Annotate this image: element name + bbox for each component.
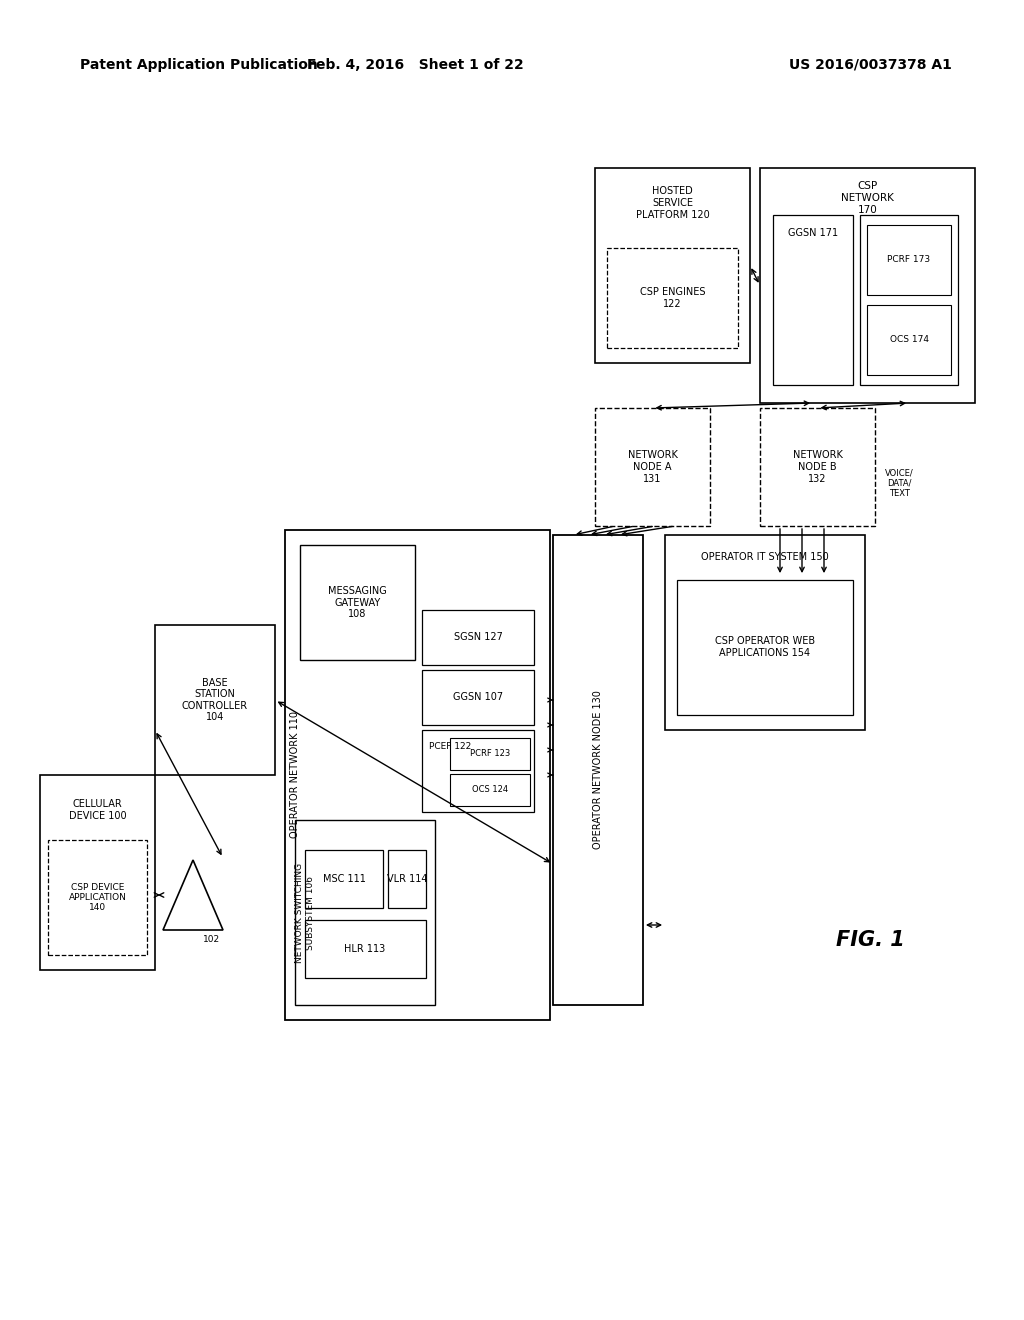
Text: CSP
NETWORK
170: CSP NETWORK 170 [841, 181, 894, 215]
Bar [677, 579, 853, 715]
Text: OPERATOR IT SYSTEM 150: OPERATOR IT SYSTEM 150 [701, 552, 828, 562]
Text: US 2016/0037378 A1: US 2016/0037378 A1 [788, 58, 951, 73]
Bar [422, 730, 534, 812]
Text: OCS 124: OCS 124 [472, 785, 508, 795]
Bar [553, 535, 643, 1005]
Text: CSP DEVICE
APPLICATION
140: CSP DEVICE APPLICATION 140 [69, 883, 126, 912]
Bar [867, 305, 951, 375]
Text: NETWORK
NODE A
131: NETWORK NODE A 131 [628, 450, 678, 483]
Bar [155, 624, 275, 775]
Text: MESSAGING
GATEWAY
108: MESSAGING GATEWAY 108 [328, 586, 387, 619]
Text: Patent Application Publication: Patent Application Publication [80, 58, 317, 73]
Text: SGSN 127: SGSN 127 [454, 632, 503, 643]
Bar [607, 248, 738, 348]
Text: OCS 174: OCS 174 [890, 335, 929, 345]
Text: PCEF 122: PCEF 122 [429, 742, 471, 751]
Bar [305, 850, 383, 908]
Text: GGSN 171: GGSN 171 [787, 228, 838, 238]
Text: VLR 114: VLR 114 [387, 874, 427, 884]
Text: CELLULAR
DEVICE 100: CELLULAR DEVICE 100 [69, 799, 126, 821]
Text: VOICE/
DATA/
TEXT: VOICE/ DATA/ TEXT [885, 469, 913, 498]
Bar [295, 820, 435, 1005]
Text: 102: 102 [203, 936, 220, 945]
Text: NETWORK SWITCHING
SUBSYSTEM 106: NETWORK SWITCHING SUBSYSTEM 106 [295, 862, 314, 962]
Text: OPERATOR NETWORK NODE 130: OPERATOR NETWORK NODE 130 [593, 690, 603, 850]
Bar [305, 920, 426, 978]
Bar [665, 535, 865, 730]
Bar [40, 775, 155, 970]
Text: OPERATOR NETWORK 110: OPERATOR NETWORK 110 [290, 711, 300, 838]
Bar [760, 408, 874, 525]
Text: CSP OPERATOR WEB
APPLICATIONS 154: CSP OPERATOR WEB APPLICATIONS 154 [715, 636, 815, 657]
Bar [760, 168, 975, 403]
Bar [48, 840, 147, 954]
Bar [422, 671, 534, 725]
Text: BASE
STATION
CONTROLLER
104: BASE STATION CONTROLLER 104 [182, 677, 248, 722]
Text: FIG. 1: FIG. 1 [836, 931, 904, 950]
Text: Feb. 4, 2016   Sheet 1 of 22: Feb. 4, 2016 Sheet 1 of 22 [306, 58, 523, 73]
Bar [422, 610, 534, 665]
Text: HOSTED
SERVICE
PLATFORM 120: HOSTED SERVICE PLATFORM 120 [636, 186, 710, 219]
Text: NETWORK
NODE B
132: NETWORK NODE B 132 [793, 450, 843, 483]
Bar [450, 774, 530, 807]
Bar [595, 168, 750, 363]
Bar [773, 215, 853, 385]
Text: CSP ENGINES
122: CSP ENGINES 122 [640, 288, 706, 309]
Bar [300, 545, 415, 660]
Text: HLR 113: HLR 113 [344, 944, 386, 954]
Bar [595, 408, 710, 525]
Text: PCRF 173: PCRF 173 [888, 256, 931, 264]
Bar [450, 738, 530, 770]
Bar [285, 531, 550, 1020]
Text: MSC 111: MSC 111 [323, 874, 366, 884]
Bar [867, 224, 951, 294]
Text: PCRF 123: PCRF 123 [470, 750, 510, 759]
Bar [388, 850, 426, 908]
Bar [860, 215, 958, 385]
Text: GGSN 107: GGSN 107 [453, 693, 503, 702]
